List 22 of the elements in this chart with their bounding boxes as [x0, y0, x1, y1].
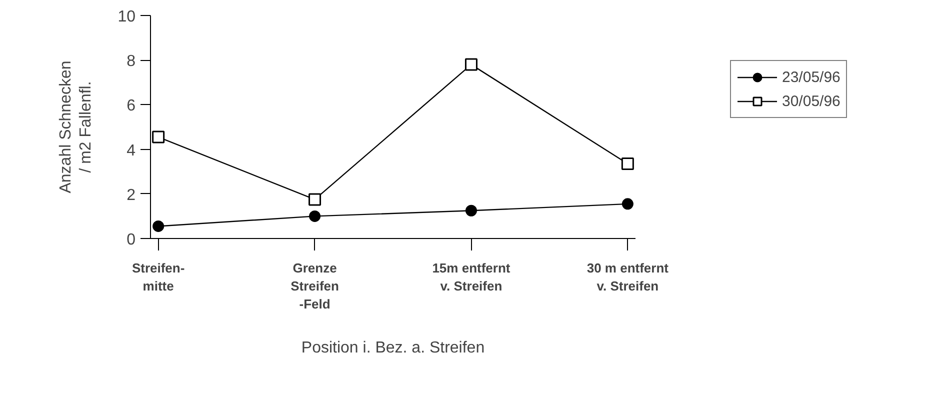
- point: [152, 220, 164, 232]
- x-axis-title: Position i. Bez. a. Streifen: [301, 340, 485, 356]
- legend-label: 30/05/96: [782, 92, 840, 110]
- point: [309, 210, 321, 222]
- x-tick-label: Grenze Streifen -Feld: [290, 260, 340, 312]
- x-tick-label: Streifen- mitte: [132, 260, 185, 294]
- point: [464, 58, 478, 71]
- point: [152, 130, 165, 144]
- y-tick-label: 4: [126, 142, 136, 160]
- x-tick-label: 15m entfernt v. Streifen: [432, 260, 511, 294]
- y-tick-label: 2: [126, 186, 136, 204]
- x-tick-label: 30 m entfernt v. Streifen: [586, 260, 670, 294]
- legend-label: 23/05/96: [782, 68, 840, 86]
- y-tick-label: 8: [126, 53, 136, 70]
- y-tick-label: 0: [126, 232, 136, 248]
- y-tick-label: 6: [126, 98, 136, 115]
- y-axis-title: Anzahl Schnecken / m2 Fallenfl.: [57, 60, 95, 194]
- y-tick-label: 10: [118, 8, 136, 26]
- point: [465, 204, 477, 216]
- point: [308, 193, 322, 206]
- point: [622, 198, 634, 210]
- point: [621, 158, 634, 170]
